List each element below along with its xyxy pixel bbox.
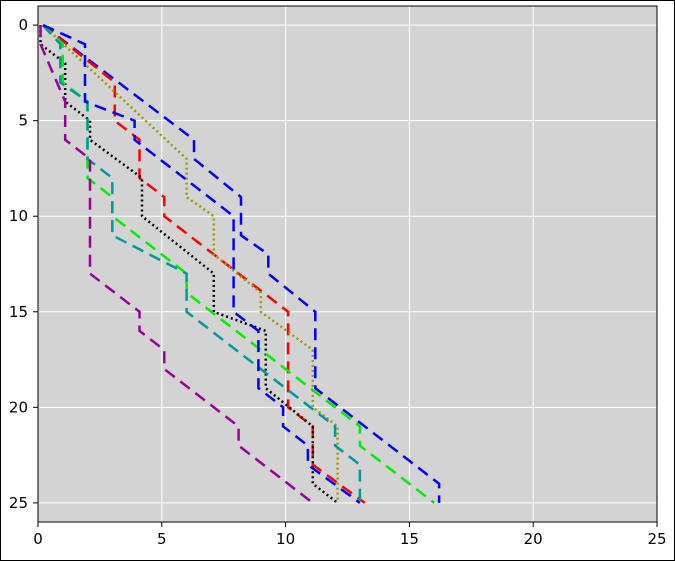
y-tick-label: 0 bbox=[18, 16, 28, 34]
y-tick-label: 25 bbox=[9, 494, 28, 512]
series-line-8 bbox=[42, 23, 361, 504]
x-tick-label: 20 bbox=[524, 530, 543, 548]
x-tick-label: 0 bbox=[33, 530, 43, 548]
x-tick-label: 10 bbox=[276, 530, 295, 548]
x-axis: 0 5 10 15 20 25 bbox=[33, 522, 667, 548]
x-tick-label: 25 bbox=[647, 530, 666, 548]
y-tick-label: 20 bbox=[9, 398, 28, 416]
x-tick-label: 15 bbox=[400, 530, 419, 548]
y-axis: 0 5 10 15 20 25 bbox=[9, 16, 38, 512]
plot-border bbox=[37, 5, 658, 523]
series-line-7 bbox=[39, 25, 314, 504]
y-tick-label: 15 bbox=[9, 303, 28, 321]
series-layer bbox=[39, 23, 441, 504]
series-line-4 bbox=[39, 25, 339, 504]
x-tick-label: 5 bbox=[157, 530, 167, 548]
y-tick-label: 10 bbox=[9, 207, 28, 225]
y-tick-label: 5 bbox=[18, 112, 28, 130]
plot-area bbox=[38, 6, 657, 522]
series-line-3 bbox=[42, 24, 339, 503]
series-line-6 bbox=[42, 24, 362, 503]
